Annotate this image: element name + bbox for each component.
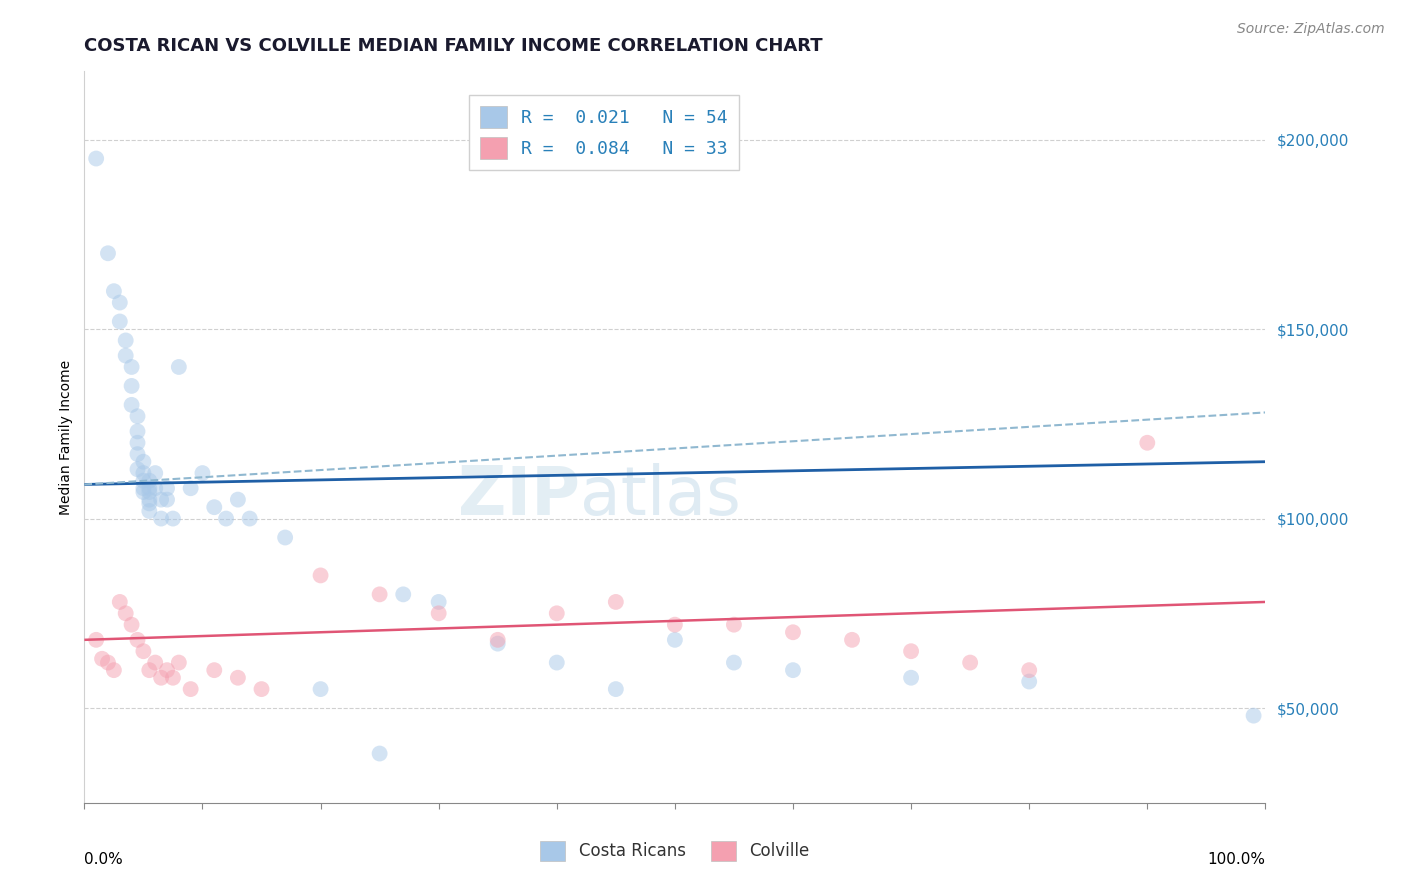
Point: [180, 481, 202, 495]
Point: [664, 632, 686, 647]
Point: [368, 747, 391, 761]
Point: [127, 425, 149, 439]
Point: [202, 500, 225, 515]
Point: [723, 656, 745, 670]
Point: [162, 671, 184, 685]
Point: [1243, 708, 1265, 723]
Point: [368, 587, 391, 601]
Text: Source: ZipAtlas.com: Source: ZipAtlas.com: [1237, 22, 1385, 37]
Point: [239, 511, 262, 525]
Point: [132, 644, 155, 658]
Point: [127, 632, 149, 647]
Point: [138, 485, 160, 500]
Point: [114, 334, 136, 348]
Point: [546, 656, 568, 670]
Point: [1018, 674, 1040, 689]
Text: 0.0%: 0.0%: [84, 852, 124, 867]
Point: [143, 466, 166, 480]
Point: [392, 587, 415, 601]
Point: [127, 462, 149, 476]
Point: [108, 295, 131, 310]
Point: [114, 607, 136, 621]
Point: [108, 314, 131, 328]
Point: [215, 511, 238, 525]
Point: [150, 492, 173, 507]
Point: [427, 607, 450, 621]
Point: [150, 671, 173, 685]
Text: ZIP: ZIP: [458, 463, 581, 529]
Point: [121, 617, 143, 632]
Point: [97, 246, 120, 260]
Point: [167, 656, 190, 670]
Point: [138, 663, 160, 677]
Point: [427, 595, 450, 609]
Point: [180, 682, 202, 697]
Point: [546, 607, 568, 621]
Point: [127, 435, 149, 450]
Point: [723, 617, 745, 632]
Point: [132, 481, 155, 495]
Point: [127, 409, 149, 424]
Point: [138, 496, 160, 510]
Text: atlas: atlas: [581, 463, 741, 529]
Point: [191, 466, 214, 480]
Point: [91, 652, 114, 666]
Point: [782, 625, 804, 640]
Legend: Costa Ricans, Colville: Costa Ricans, Colville: [534, 834, 815, 868]
Point: [127, 447, 149, 461]
Point: [1018, 663, 1040, 677]
Text: COSTA RICAN VS COLVILLE MEDIAN FAMILY INCOME CORRELATION CHART: COSTA RICAN VS COLVILLE MEDIAN FAMILY IN…: [84, 37, 823, 54]
Point: [900, 671, 922, 685]
Point: [143, 656, 166, 670]
Point: [156, 481, 179, 495]
Point: [309, 682, 332, 697]
Point: [138, 504, 160, 518]
Point: [250, 682, 273, 697]
Point: [84, 632, 107, 647]
Point: [138, 492, 160, 507]
Point: [226, 492, 249, 507]
Point: [143, 481, 166, 495]
Point: [132, 474, 155, 488]
Point: [841, 632, 863, 647]
Point: [103, 663, 125, 677]
Point: [114, 349, 136, 363]
Point: [156, 663, 179, 677]
Point: [167, 359, 190, 374]
Point: [959, 656, 981, 670]
Point: [226, 671, 249, 685]
Point: [138, 481, 160, 495]
Y-axis label: Median Family Income: Median Family Income: [59, 359, 73, 515]
Point: [150, 511, 173, 525]
Point: [132, 466, 155, 480]
Point: [664, 617, 686, 632]
Point: [309, 568, 332, 582]
Point: [782, 663, 804, 677]
Point: [138, 474, 160, 488]
Point: [274, 531, 297, 545]
Point: [605, 682, 627, 697]
Point: [162, 511, 184, 525]
Point: [121, 398, 143, 412]
Text: 100.0%: 100.0%: [1208, 852, 1265, 867]
Point: [486, 637, 509, 651]
Point: [202, 663, 225, 677]
Point: [84, 152, 107, 166]
Point: [900, 644, 922, 658]
Point: [605, 595, 627, 609]
Point: [108, 595, 131, 609]
Point: [103, 284, 125, 298]
Point: [121, 379, 143, 393]
Point: [132, 455, 155, 469]
Point: [486, 632, 509, 647]
Point: [97, 656, 120, 670]
Point: [156, 492, 179, 507]
Point: [121, 359, 143, 374]
Point: [132, 485, 155, 500]
Point: [1136, 435, 1159, 450]
